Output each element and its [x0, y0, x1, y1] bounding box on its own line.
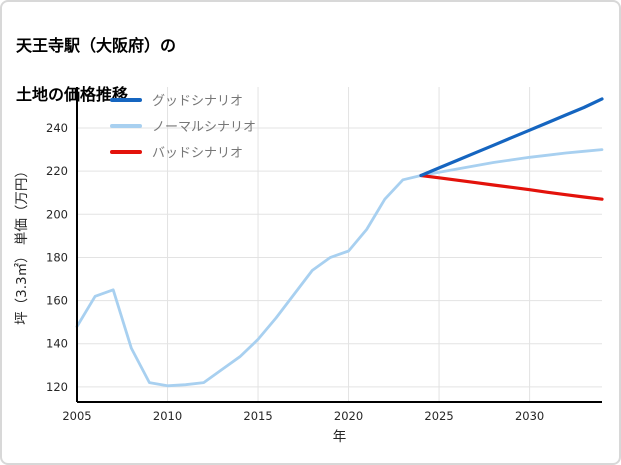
x-tick-label: 2030	[515, 409, 544, 423]
y-tick-label: 200	[46, 207, 68, 221]
chart-legend: グッドシナリオ ノーマルシナリオ バッドシナリオ	[110, 90, 256, 161]
x-axis-label: 年	[333, 429, 347, 445]
y-tick-label: 140	[46, 337, 68, 351]
legend-item-good: グッドシナリオ	[110, 90, 256, 109]
series-line	[419, 173, 604, 201]
legend-swatch	[110, 97, 142, 102]
legend-swatch	[110, 149, 142, 154]
x-tick-label: 2025	[424, 409, 453, 423]
x-tick-label: 2020	[334, 409, 363, 423]
legend-label: グッドシナリオ	[152, 93, 244, 108]
y-tick-label: 220	[46, 164, 68, 178]
legend-item-bad: バッドシナリオ	[110, 142, 256, 161]
chart-title-line1: 天王寺駅（大阪府）の	[16, 37, 177, 55]
x-tick-label: 2010	[153, 409, 182, 423]
y-tick-label: 160	[46, 294, 68, 308]
legend-label: バッドシナリオ	[152, 145, 244, 160]
series-line	[419, 97, 604, 178]
x-tick-label: 2005	[62, 409, 91, 423]
legend-item-normal: ノーマルシナリオ	[110, 116, 256, 135]
legend-label: ノーマルシナリオ	[152, 119, 257, 134]
legend-swatch	[110, 123, 142, 128]
chart-title: 天王寺駅（大阪府）の 土地の価格推移	[16, 10, 176, 134]
series-line	[75, 148, 604, 388]
y-axis-label: 坪（3.3㎡） 単価（万円）	[14, 164, 30, 325]
y-tick-label: 120	[46, 380, 68, 394]
y-tick-label: 180	[46, 250, 68, 264]
x-tick-label: 2015	[243, 409, 272, 423]
y-tick-label: 240	[46, 121, 68, 135]
chart-title-line2: 土地の価格推移	[16, 87, 129, 105]
